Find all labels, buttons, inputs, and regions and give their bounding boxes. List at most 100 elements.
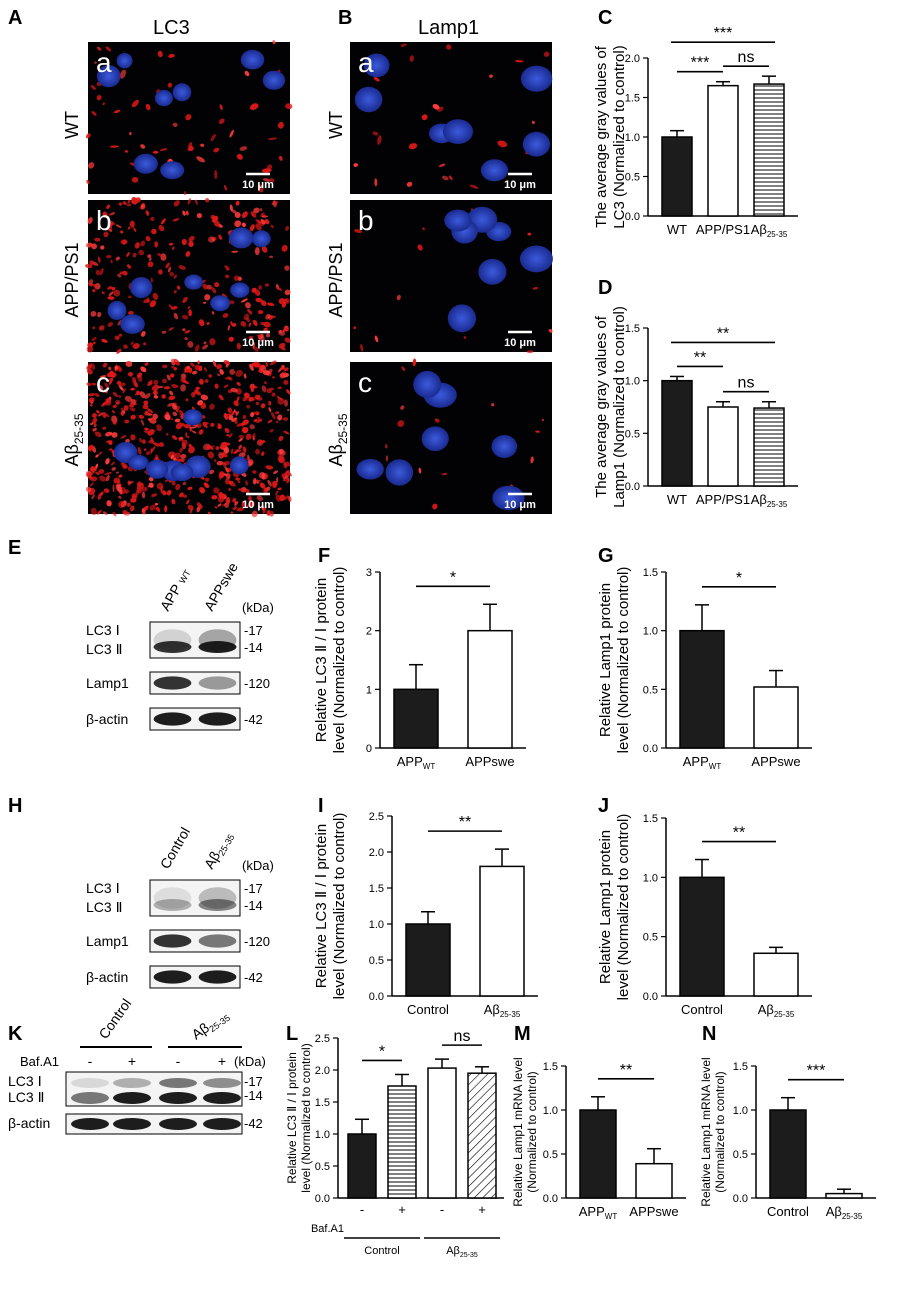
lamp1-band [199,676,237,689]
y-axis-label: Relative Lamp1 proteinlevel (Normalized … [597,567,632,754]
nucleus [478,259,506,285]
x-tick-label: Aβ25-35 [484,1002,521,1019]
nucleus [492,435,518,458]
y-tick-label: 0.5 [315,1161,330,1173]
chart-i: I0.00.51.01.52.02.5Relative LC3 Ⅱ / Ⅰ pr… [313,795,538,1019]
lane-label-2: APPswe [201,559,241,613]
actin-band [159,1118,197,1130]
significance-label: * [379,1043,385,1060]
y-tick-label: 1.5 [543,1061,558,1073]
bar [754,687,798,748]
chart-j: J0.00.51.01.5Relative Lamp1 proteinlevel… [597,795,812,1019]
micrograph-lamp-0: a10 μm [350,42,552,194]
nucleus [120,314,145,334]
bar [680,877,724,996]
treatment-sign: - [176,1053,181,1069]
micrograph-sub-letter: a [96,47,112,78]
bar [468,1073,496,1198]
nucleus [520,246,553,273]
y-tick-label: 1.0 [733,1105,748,1117]
y-tick-label: 1.5 [733,1061,748,1073]
panel-letter-d: D [598,277,612,299]
bar [580,1110,616,1198]
lamp1-band [154,934,192,947]
bar [480,866,524,996]
nucleus [444,210,471,232]
x-tick-label: APPswe [751,754,800,769]
lc3-i-band [203,1078,241,1088]
bar [708,86,738,216]
band-name-actin: β-actin [86,969,128,985]
band-name-lc3-i: LC3 Ⅰ [8,1073,42,1089]
nucleus [230,456,249,474]
scale-bar-label: 10 μm [504,499,536,511]
nucleus [171,464,194,481]
x-tick-label: Control [407,1002,449,1017]
significance-label: ** [694,349,706,366]
significance-label: ** [717,325,729,342]
y-tick-label: 0.0 [643,991,658,1003]
nucleus [413,371,441,398]
y-tick-label: 0.5 [643,932,658,944]
group-label-abeta: Aβ25-35 [189,1006,232,1044]
scale-bar-label: 10 μm [504,337,536,349]
x-tick-label: Aβ25-35 [758,1002,795,1019]
actin-band [71,1118,109,1130]
bar [680,631,724,748]
nucleus [160,161,184,179]
y-axis-label: Relative LC3 Ⅱ / Ⅰ proteinlevel (Normali… [285,1043,313,1192]
blot-E: EAPPWT APPswe (kDa)LC3 ⅠLC3 ⅡLamp1β-actin-… [8,537,274,730]
panel-letter-a: A [8,7,22,29]
y-tick-label: 1.0 [369,919,384,931]
marker-14: -14 [244,1088,263,1103]
panel-letter-e: E [8,537,21,559]
bar [662,137,692,216]
nucleus [130,277,152,298]
marker-42: -42 [244,712,263,727]
bar [708,407,738,486]
nucleus [523,132,550,157]
y-axis-label: The average gray values ofLC3 (Normalize… [593,45,628,228]
signal-dot [119,489,122,494]
nucleus [108,301,127,320]
nucleus [184,275,203,290]
row-label-abeta-b: Aβ25-35 [326,413,350,466]
chart-f: F0123Relative LC3 Ⅱ / Ⅰ proteinlevel (No… [313,545,526,771]
scale-bar-label: 10 μm [504,179,536,191]
panel-letter-c: C [598,7,612,29]
bar [662,381,692,486]
x-tick-label: Control [681,1002,723,1017]
actin-band [199,712,237,725]
marker-14: -14 [244,640,263,655]
signal-dot [106,255,112,258]
x-tick-label: WT [667,492,687,507]
kda-label: (kDa) [242,858,274,873]
x-tick-label: Aβ25-35 [751,222,788,239]
scale-bar-label: 10 μm [242,499,274,511]
marker-42: -42 [244,1116,263,1131]
nucleus [134,154,158,174]
nucleus [229,227,254,248]
actin-band [199,970,237,983]
western-blots: EAPPWT APPswe (kDa)LC3 ⅠLC3 ⅡLamp1β-actin-… [8,537,274,1134]
lane-label-1: Control [157,824,193,871]
kda-label: (kDa) [234,1054,266,1069]
micrograph-sub-letter: b [358,205,374,236]
y-axis-label: Relative LC3 Ⅱ / Ⅰ proteinlevel (Normali… [313,813,348,1000]
lc3-i-band [71,1078,109,1088]
significance-label: ** [620,1062,632,1079]
nucleus [173,83,192,101]
y-tick-label: 1.0 [315,1129,330,1141]
x-tick-label: + [478,1202,486,1217]
y-tick-label: 0.0 [643,743,658,755]
panel-letter-b: B [338,7,352,29]
nucleus [355,87,383,112]
y-tick-label: 0 [366,743,372,755]
nucleus [128,455,148,470]
y-tick-label: 2.5 [369,811,384,823]
lane-label-2: Aβ25-35 [201,828,237,872]
y-tick-label: 0.5 [369,955,384,967]
x-tick-label: - [440,1202,444,1217]
lc3-i-band [113,1078,151,1088]
